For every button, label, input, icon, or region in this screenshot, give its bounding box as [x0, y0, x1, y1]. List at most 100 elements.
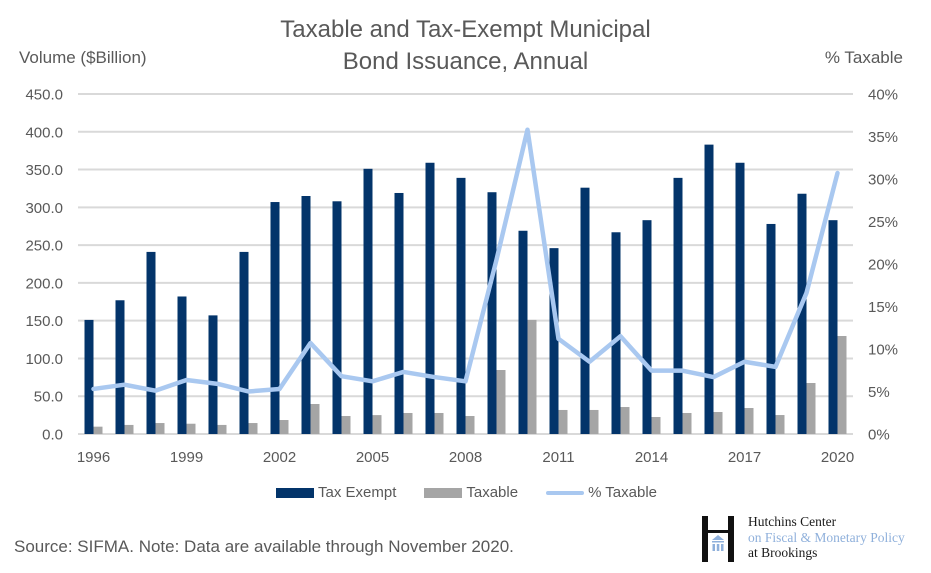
bar-taxable-2016 [713, 412, 723, 434]
y-tick-label: 450.0 [25, 87, 63, 104]
x-axis-ticks: 1996 1999 2002 2005 2008 2011 2014 2017 2020 [77, 449, 854, 466]
legend-item-taxable: Taxable [424, 484, 518, 501]
bar-tax-exempt-2008 [456, 177, 466, 434]
bar-tax-exempt-2000 [208, 315, 218, 434]
bar-taxable-2015 [682, 412, 692, 434]
bar-taxable-2003 [310, 404, 320, 434]
legend-item-tax-exempt: Tax Exempt [276, 484, 396, 501]
bar-taxable-1997 [124, 424, 134, 434]
legend-swatch-taxable [424, 487, 463, 498]
bar-taxable-2001 [248, 423, 258, 434]
line-series [91, 127, 840, 394]
logo-line-3: at Brookings [748, 545, 818, 560]
y-tick-label: 100.0 [25, 351, 63, 368]
bar-taxable-1999 [186, 423, 196, 434]
x-tick-label: 2011 [542, 449, 574, 466]
hutchins-center-logo: Hutchins Center on Fiscal & Monetary Pol… [702, 514, 922, 564]
logo-line-1: Hutchins Center [748, 514, 837, 529]
y-tick-label: 0.0 [42, 427, 63, 444]
legend-item-pct-taxable: % Taxable [546, 484, 657, 501]
y-axis-title-left: Volume ($Billion) [19, 48, 147, 67]
bar-tax-exempt-2018 [766, 223, 776, 434]
logo-line-2: on Fiscal & Monetary Policy [748, 529, 905, 545]
y2-tick-label: 15% [868, 299, 898, 316]
y2-tick-label: 40% [868, 87, 898, 104]
y2-tick-label: 10% [868, 342, 898, 359]
logo-text: Hutchins Center on Fiscal & Monetary Pol… [748, 514, 905, 561]
bar-tax-exempt-1996 [84, 319, 94, 434]
y-tick-label: 50.0 [34, 389, 63, 406]
bar-tax-exempt-2006 [394, 192, 404, 434]
bar-tax-exempt-2001 [239, 251, 249, 434]
y-tick-label: 250.0 [25, 238, 63, 255]
legend-swatch-tax-exempt [276, 487, 314, 498]
bar-tax-exempt-2009 [487, 192, 497, 434]
bar-taxable-2011 [558, 409, 568, 434]
bar-taxable-2017 [744, 408, 754, 434]
source-note: Source: SIFMA. Note: Data are available … [14, 537, 514, 556]
bar-tax-exempt-2019 [797, 193, 807, 434]
y2-tick-label: 35% [868, 129, 898, 146]
legend-label-tax-exempt: Tax Exempt [318, 484, 397, 501]
y-axis-title-right: % Taxable [824, 48, 903, 67]
bar-tax-exempt-2014 [642, 220, 652, 434]
bar-taxable-2006 [403, 412, 413, 434]
y-tick-label: 300.0 [25, 200, 63, 217]
legend-label-pct-taxable: % Taxable [588, 484, 658, 501]
x-tick-label: 2008 [449, 449, 482, 466]
y2-tick-label: 25% [868, 214, 898, 231]
bar-tax-exempt-2020 [828, 220, 838, 434]
bar-taxable-2002 [279, 420, 289, 434]
y-axis-ticks: 0.0 50.0 100.0 150.0 200.0 250.0 300.0 350.0 400… [25, 87, 63, 444]
x-tick-label: 2002 [263, 449, 296, 466]
y2-tick-label: 0% [868, 427, 890, 444]
bar-taxable-2008 [465, 416, 475, 434]
bar-tax-exempt-2015 [673, 177, 683, 434]
bar-tax-exempt-2002 [270, 202, 280, 434]
x-tick-label: 2014 [635, 449, 668, 466]
bar-tax-exempt-2010 [518, 230, 528, 434]
bar-tax-exempt-2004 [332, 201, 342, 434]
bar-taxable-2014 [651, 417, 661, 434]
x-tick-label: 2020 [821, 449, 854, 466]
bar-tax-exempt-1997 [115, 300, 125, 434]
bar-taxable-2013 [620, 407, 630, 434]
bar-taxable-2009 [496, 370, 506, 434]
x-tick-label: 1996 [77, 449, 110, 466]
bar-taxable-1996 [93, 426, 103, 434]
y-tick-label: 150.0 [25, 313, 63, 330]
bar-tax-exempt-2016 [704, 144, 714, 434]
y-tick-label: 400.0 [25, 124, 63, 141]
legend-label-taxable: Taxable [466, 484, 519, 501]
bar-taxable-2019 [806, 383, 816, 434]
y-tick-label: 200.0 [25, 275, 63, 292]
bar-taxable-2010 [527, 319, 537, 434]
bar-tax-exempt-2011 [549, 248, 559, 434]
x-tick-label: 2017 [728, 449, 761, 466]
bar-tax-exempt-2003 [301, 196, 311, 434]
bar-marks [84, 144, 847, 435]
y2-tick-label: 30% [868, 172, 898, 189]
legend-swatch-pct-taxable [546, 490, 585, 495]
hutchins-h-logo-icon [702, 516, 734, 562]
y2-tick-label: 20% [868, 257, 898, 274]
y2-axis-ticks: 0% 5% 10% 15% 20% 25% 30% 35% 40% [868, 87, 898, 444]
bar-tax-exempt-2005 [363, 168, 373, 435]
bar-taxable-2020 [837, 336, 847, 434]
y2-tick-label: 5% [868, 384, 890, 401]
chart-title-line-1: Taxable and Tax-Exempt Municipal [280, 16, 651, 43]
chart-title-line-2: Bond Issuance, Annual [342, 48, 589, 75]
bar-taxable-2007 [434, 412, 444, 434]
bar-tax-exempt-2007 [425, 162, 435, 434]
x-tick-label: 1999 [170, 449, 203, 466]
bar-taxable-2004 [341, 416, 351, 434]
bar-taxable-2012 [589, 409, 599, 434]
bar-tax-exempt-2012 [580, 187, 590, 434]
bar-taxable-2005 [372, 415, 382, 434]
bar-tax-exempt-1999 [177, 296, 187, 434]
y-tick-label: 350.0 [25, 162, 63, 179]
bar-taxable-2018 [775, 415, 785, 434]
bar-tax-exempt-1998 [146, 251, 156, 434]
legend: Tax Exempt Taxable % Taxable [276, 484, 685, 501]
